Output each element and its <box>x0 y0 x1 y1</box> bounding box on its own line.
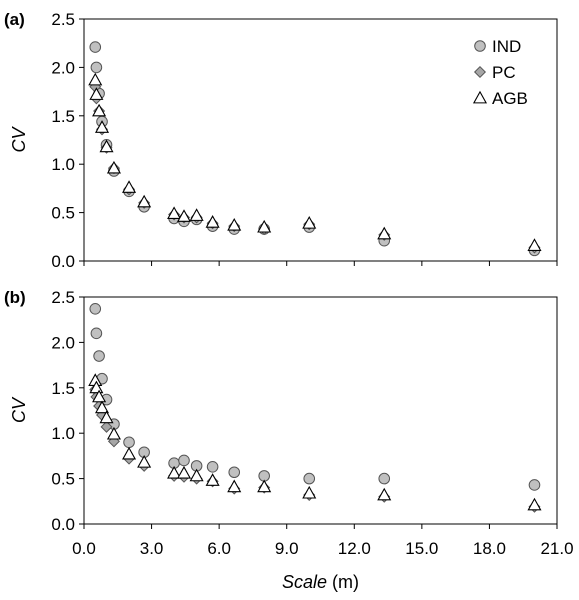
y-tick-label: 2.5 <box>51 288 75 307</box>
data-point-agb <box>227 217 242 231</box>
series-ind <box>89 41 541 257</box>
data-point-ind <box>378 472 391 485</box>
y-axis-title: CV <box>9 396 29 423</box>
data-point-agb <box>88 72 103 86</box>
data-point-agb <box>257 479 272 493</box>
data-point-agb <box>89 87 104 100</box>
data-point-agb <box>205 473 220 486</box>
data-point-ind <box>228 466 241 479</box>
data-point-agb <box>189 468 204 482</box>
y-tick-label: 2.5 <box>51 10 75 29</box>
data-point-ind <box>90 61 103 74</box>
data-point-ind <box>93 350 105 362</box>
data-point-agb <box>122 180 137 193</box>
x-tick-label: 18.0 <box>473 539 506 558</box>
y-axis-title: CV <box>9 126 29 153</box>
data-point-ind <box>303 472 316 485</box>
data-point-agb <box>527 497 542 511</box>
series-ind <box>89 303 541 491</box>
data-point-agb <box>257 219 272 233</box>
x-tick-label: 0.0 <box>72 539 96 558</box>
data-point-agb <box>377 487 392 501</box>
x-tick-label: 3.0 <box>140 539 164 558</box>
data-point-agb <box>527 238 542 251</box>
data-point-ind <box>178 454 190 467</box>
data-point-agb <box>106 426 121 440</box>
data-point-agb <box>92 103 107 117</box>
data-point-agb <box>176 465 192 479</box>
data-point-ind <box>528 479 541 491</box>
data-point-agb <box>106 160 121 174</box>
data-point-ind <box>89 303 102 315</box>
panel-a: 0.0 0.5 1.0 1.5 2.0 2.5 (a) CV IND PC AGB <box>4 10 558 271</box>
series-pc <box>89 383 541 513</box>
data-point-agb <box>92 389 107 403</box>
data-point-agb <box>227 479 242 493</box>
legend-marker-pc <box>473 65 487 79</box>
y-tick-label: 2.0 <box>51 58 75 77</box>
y-tick-label: 0.5 <box>51 204 75 223</box>
y-tick-label: 1.0 <box>51 424 75 443</box>
data-point-ind <box>89 41 102 53</box>
data-point-agb <box>137 455 152 468</box>
legend: IND PC AGB <box>472 37 528 108</box>
x-tick-label: 9.0 <box>275 539 299 558</box>
data-point-agb <box>205 215 220 228</box>
y-tick-label: 2.0 <box>51 333 75 352</box>
x-tick-label: 12.0 <box>338 539 371 558</box>
data-point-agb <box>302 216 317 229</box>
panel-label: (b) <box>4 288 26 307</box>
plot-frame <box>83 18 558 262</box>
y-tick-label: 1.5 <box>51 379 75 398</box>
data-point-pc <box>100 420 113 433</box>
series-agb <box>88 72 542 251</box>
data-point-ind <box>123 436 135 449</box>
data-point-agb <box>167 465 182 479</box>
x-axis-title-name: Scale <box>282 572 327 592</box>
legend-label: PC <box>492 63 516 82</box>
data-point-agb <box>122 446 137 460</box>
data-point-agb <box>94 120 110 133</box>
data-point-agb <box>137 194 152 208</box>
series-agb <box>88 373 542 511</box>
panel-label: (a) <box>4 10 25 29</box>
legend-label: AGB <box>492 89 528 108</box>
data-point-agb <box>189 208 204 221</box>
x-tick-label: 6.0 <box>207 539 231 558</box>
y-tick-label: 0.0 <box>51 252 75 271</box>
y-tick-label: 1.0 <box>51 155 75 174</box>
legend-marker-ind <box>474 40 486 52</box>
legend-label: IND <box>492 37 521 56</box>
data-point-agb <box>99 139 114 153</box>
x-tick-label: 21.0 <box>540 539 573 558</box>
data-point-agb <box>89 380 104 394</box>
data-point-ind <box>206 460 219 473</box>
data-point-agb <box>176 209 192 222</box>
data-point-pc <box>107 435 120 448</box>
x-axis-title: Scale (m) <box>282 572 359 592</box>
data-point-agb <box>99 410 114 424</box>
x-tick-label: 15.0 <box>405 539 438 558</box>
y-tick-label: 0.5 <box>51 470 75 489</box>
data-point-agb <box>94 400 110 414</box>
x-axis-title-unit: (m) <box>327 572 359 592</box>
data-point-agb <box>302 485 317 499</box>
data-point-agb <box>167 206 182 219</box>
plot-frame <box>83 296 558 525</box>
y-tick-label: 0.0 <box>51 515 75 534</box>
shared-x-axis: Scale (m) <box>282 572 359 592</box>
legend-marker-agb <box>472 90 488 104</box>
data-point-agb <box>377 226 392 240</box>
data-point-ind <box>90 327 103 340</box>
panel-b: 0.0 0.5 1.0 1.5 2.0 2.5 0.0 3.0 6.0 9.0 12.0 15.0 18… <box>4 288 574 558</box>
y-tick-label: 1.5 <box>51 107 75 126</box>
